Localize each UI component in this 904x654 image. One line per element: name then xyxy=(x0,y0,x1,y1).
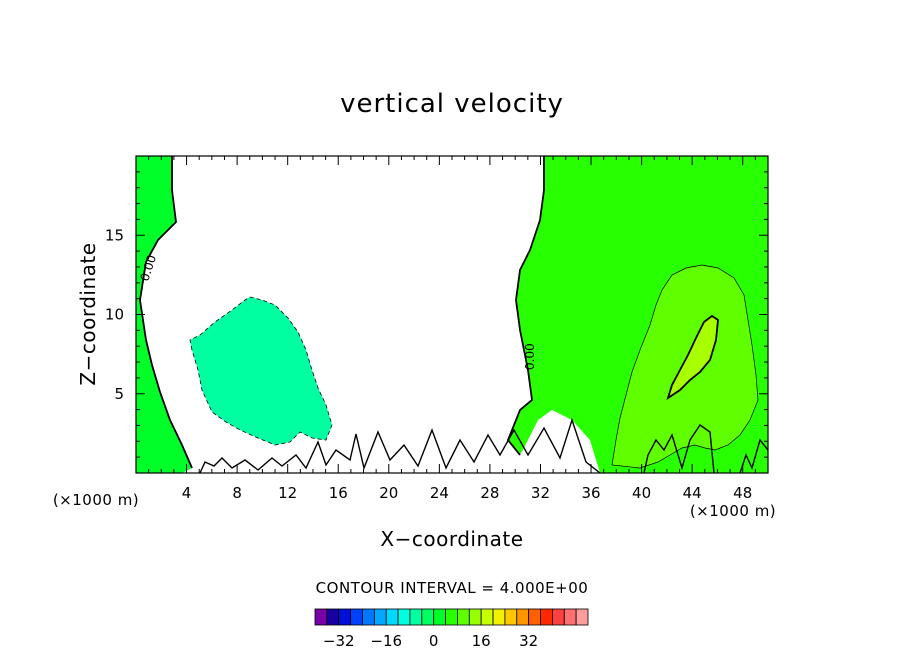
zero-contour-right xyxy=(506,156,545,456)
colorbar-swatch xyxy=(516,608,530,626)
region-ascent-core-right xyxy=(666,314,719,401)
colorbar xyxy=(314,608,589,626)
x-tick-label: 44 xyxy=(683,484,702,502)
region-weak-descent-left xyxy=(136,156,192,473)
region-descent-core-left xyxy=(189,296,333,446)
colorbar-swatch xyxy=(338,608,352,626)
colorbar-swatch xyxy=(457,608,470,626)
colorbar-swatch xyxy=(421,608,435,626)
colorbar-swatch xyxy=(409,608,423,626)
colorbar-swatch xyxy=(504,608,518,626)
chart-title: vertical velocity xyxy=(340,89,564,119)
colorbar-swatch xyxy=(480,608,494,626)
colorbar-swatch xyxy=(551,608,565,626)
zero-contour-surface-right xyxy=(643,424,768,473)
y-axis-label: Z−coordinate xyxy=(76,242,100,385)
colorbar-swatch xyxy=(433,608,446,626)
zero-contour-surface xyxy=(199,417,601,473)
colorbar-swatch xyxy=(575,608,589,626)
colorbar-swatch xyxy=(445,608,458,626)
contour-interval-label: CONTOUR INTERVAL = 4.000E+00 xyxy=(316,579,589,597)
colorbar-swatch xyxy=(397,608,411,626)
x-tick-label: 40 xyxy=(632,484,651,502)
colorbar-label: 32 xyxy=(519,632,538,650)
x-tick-label: 12 xyxy=(278,484,297,502)
colorbar-label: 0 xyxy=(429,632,439,650)
x-tick-label: 32 xyxy=(531,484,550,502)
x-axis-unit-right: (×1000 m) xyxy=(690,502,776,520)
plot-area xyxy=(136,156,768,473)
colorbar-swatch xyxy=(540,608,553,626)
colorbar-swatch xyxy=(528,608,541,626)
contour-label-right: 0.00 xyxy=(523,343,537,370)
x-tick-label: 24 xyxy=(430,484,449,502)
y-tick-label: 15 xyxy=(105,226,124,244)
colorbar-swatch xyxy=(563,608,577,626)
colorbar-label: 16 xyxy=(472,632,491,650)
x-tick-label: 20 xyxy=(379,484,398,502)
colorbar-swatch xyxy=(492,608,506,626)
x-tick-label: 4 xyxy=(182,484,192,502)
colorbar-swatch xyxy=(468,608,482,626)
x-axis-ticks: 4 8 12 16 20 24 28 32 36 40 44 48 xyxy=(148,156,756,502)
colorbar-swatch xyxy=(314,608,328,626)
colorbar-swatch xyxy=(362,608,375,626)
x-tick-label: 48 xyxy=(733,484,752,502)
y-tick-label: 5 xyxy=(114,385,124,403)
colorbar-label: −16 xyxy=(370,632,402,650)
y-axis-ticks: 5 10 15 xyxy=(105,171,768,458)
colorbar-swatch xyxy=(373,608,387,626)
colorbar-swatch xyxy=(326,608,340,626)
x-tick-label: 28 xyxy=(480,484,499,502)
zero-contour-left xyxy=(139,156,193,469)
colorbar-label: −32 xyxy=(323,632,355,650)
x-tick-label: 36 xyxy=(581,484,600,502)
x-axis-unit-left: (×1000 m) xyxy=(53,491,139,509)
x-tick-label: 16 xyxy=(329,484,348,502)
colorbar-swatch xyxy=(385,608,399,626)
y-tick-label: 10 xyxy=(105,306,124,324)
colorbar-swatch xyxy=(350,608,363,626)
colorbar-labels: −32 −16 0 16 32 xyxy=(323,632,538,650)
x-tick-label: 8 xyxy=(232,484,242,502)
x-axis-label: X−coordinate xyxy=(380,527,523,551)
